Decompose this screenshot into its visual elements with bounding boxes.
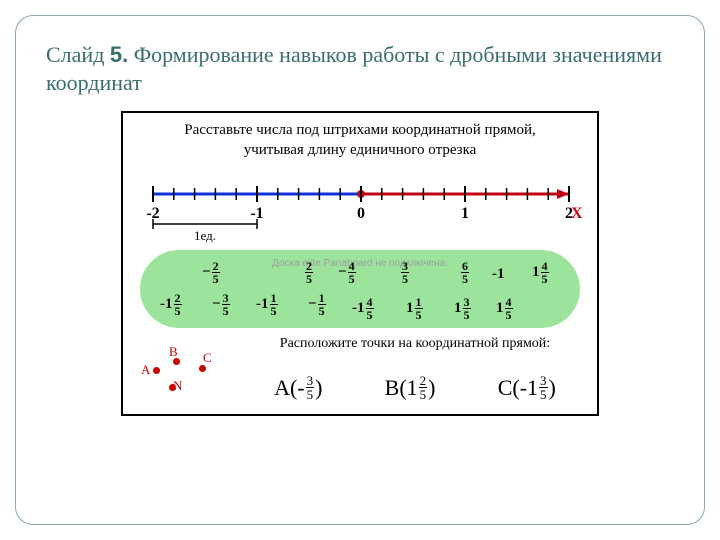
fraction-token[interactable]: -1 xyxy=(492,266,505,283)
coord-b: B(125) xyxy=(385,374,436,401)
point-c[interactable] xyxy=(199,365,206,372)
title-rest: Формирование навыков работы с дробными з… xyxy=(46,42,662,95)
fraction-token[interactable]: -125 xyxy=(160,292,183,317)
point-a[interactable] xyxy=(153,367,160,374)
title-number: 5. xyxy=(110,42,128,67)
title-prefix: Слайд xyxy=(46,42,110,67)
fraction-token[interactable]: 65 xyxy=(460,260,470,285)
watermark-text: Доска elite Panaboard не подключена. xyxy=(272,258,448,269)
fraction-token[interactable]: -115 xyxy=(256,292,279,317)
fraction-pool: Доска elite Panaboard не подключена. −25… xyxy=(140,250,580,328)
slide-frame: Слайд 5. Формирование навыков работы с д… xyxy=(15,15,705,525)
coord-c: C(-135) xyxy=(498,374,556,401)
point-label-n: N xyxy=(173,378,182,394)
svg-text:1: 1 xyxy=(461,205,469,222)
svg-text:1ед.: 1ед. xyxy=(194,228,216,243)
fraction-token[interactable]: 25 xyxy=(304,260,314,285)
fraction-token[interactable]: −25 xyxy=(202,260,221,285)
number-line: -2-1012Х1ед. xyxy=(133,166,589,244)
fraction-token[interactable]: -145 xyxy=(352,296,375,321)
fraction-token[interactable]: 115 xyxy=(406,296,424,321)
coord-a: A(-35) xyxy=(274,374,322,401)
fraction-token[interactable]: −35 xyxy=(212,292,231,317)
fraction-token[interactable]: 35 xyxy=(400,260,410,285)
fraction-token[interactable]: −45 xyxy=(338,260,357,285)
points-cluster: A B C N xyxy=(133,332,243,402)
point-label-a: A xyxy=(141,362,150,378)
coordinates-row: A(-35) B(125) C(-135) xyxy=(243,374,587,401)
fraction-token[interactable]: 145 xyxy=(532,260,550,285)
instruction-1: Расставьте числа под штрихами координатн… xyxy=(133,121,587,160)
svg-text:Х: Х xyxy=(571,205,583,222)
bottom-row: A B C N Расположите точки на координатной п… xyxy=(133,332,587,402)
fraction-token[interactable]: −15 xyxy=(308,292,327,317)
exercise-panel: Расставьте числа под штрихами координатн… xyxy=(121,111,599,416)
fraction-token[interactable]: 135 xyxy=(454,296,472,321)
point-label-c: C xyxy=(203,350,212,366)
slide-title: Слайд 5. Формирование навыков работы с д… xyxy=(46,41,674,96)
svg-text:0: 0 xyxy=(357,205,365,222)
point-label-b: B xyxy=(169,344,178,360)
fraction-token[interactable]: 145 xyxy=(496,296,514,321)
instruction-2: Расположите точки на координатной прямой… xyxy=(243,336,587,352)
